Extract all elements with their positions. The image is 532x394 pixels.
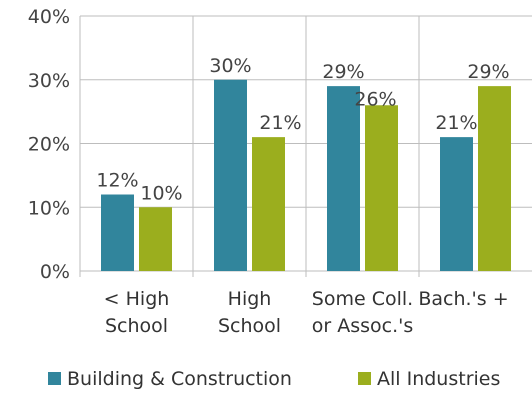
legend-swatch [48,372,61,385]
x-category-label: or Assoc.'s [312,315,414,337]
x-category-label: High [228,288,272,310]
x-category-label: School [105,315,168,337]
data-label: 12% [96,170,138,192]
y-tick-label: 10% [28,197,70,219]
x-category-label: Some Coll. [312,288,413,310]
data-label: 29% [322,61,364,83]
data-label: 30% [209,55,251,77]
data-label: 26% [354,88,396,110]
bar-all-industries [139,207,172,271]
y-axis-tick-labels: 0% 10% 20% 30% 40% [28,6,70,283]
bar-all-industries [252,137,285,271]
legend-swatch [358,372,371,385]
bar-building-construction [101,194,134,271]
legend: Building & Construction All Industries [48,368,500,390]
legend-label: All Industries [377,368,500,390]
x-axis-category-labels: < High School High School Some Coll. or Assoc… [104,288,509,337]
x-category-label: School [218,315,281,337]
bar-building-construction [214,79,247,271]
legend-label: Building & Construction [67,368,292,390]
y-tick-label: 0% [40,261,70,283]
data-labels: 12% 30% 29% 21% 10% 21% 26% 29% [96,55,509,205]
bar-all-industries [365,105,398,271]
bar-building-construction [440,137,473,271]
bar-series [101,79,511,271]
x-category-label: < High [104,288,170,310]
data-label: 29% [467,61,509,83]
y-tick-label: 20% [28,134,70,156]
data-label: 21% [435,112,477,134]
data-label: 10% [140,182,182,204]
x-category-label: Bach.'s + [418,288,508,310]
bar-building-construction [327,86,360,271]
bar-all-industries [478,86,511,271]
y-tick-label: 40% [28,6,70,28]
y-tick-label: 30% [28,70,70,92]
data-label: 21% [259,112,301,134]
